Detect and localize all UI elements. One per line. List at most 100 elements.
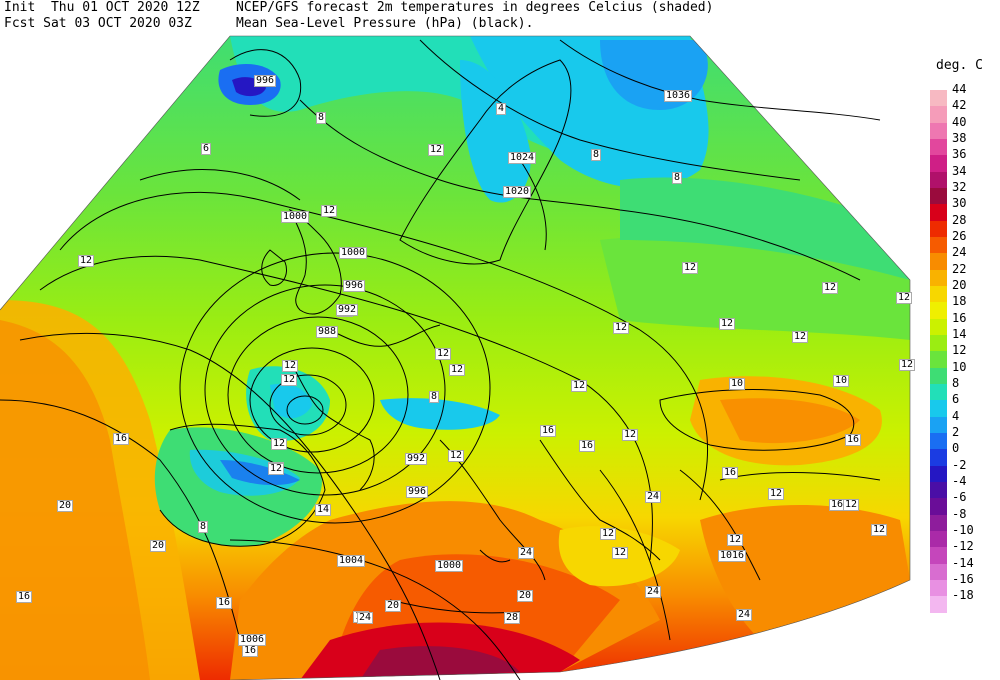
colorbar-step: 38 — [930, 131, 990, 156]
pressure-isobar-label: 988 — [316, 326, 339, 338]
pressure-isobar-label: 1036 — [664, 90, 693, 102]
temperature-contour-label: 10 — [833, 375, 850, 387]
colorbar-swatch — [930, 302, 947, 319]
pressure-isobar-label: 1024 — [508, 152, 537, 164]
colorbar-step: 30 — [930, 196, 990, 221]
colorbar-step: 28 — [930, 213, 990, 237]
pressure-isobar-label: 992 — [405, 453, 428, 465]
temperature-contour-label: 16 — [16, 591, 33, 603]
temperature-contour-label: 28 — [504, 612, 521, 624]
temperature-contour-label: 16 — [845, 434, 862, 446]
colorbar-step: -14 — [930, 556, 990, 580]
temperature-contour-label: 24 — [645, 586, 662, 598]
temperature-contour-label: 12 — [843, 499, 860, 511]
temperature-contour-label: 8 — [429, 391, 440, 403]
colorbar-step: -12 — [930, 539, 990, 564]
colorbar-swatch — [930, 449, 947, 466]
init-time: Init Thu 01 OCT 2020 12Z — [4, 0, 200, 15]
temperature-field — [0, 36, 910, 680]
pressure-isobar-label: 996 — [254, 75, 277, 87]
colorbar-label: 44 — [952, 82, 967, 96]
pressure-isobar-label: 992 — [336, 304, 359, 316]
colorbar-label: 32 — [952, 179, 967, 194]
colorbar-swatch — [930, 547, 947, 564]
colorbar-label: -18 — [952, 588, 974, 603]
temperature-contour-label: 20 — [517, 590, 534, 602]
colorbar-label: 14 — [952, 326, 967, 341]
temperature-contour-label: 14 — [315, 504, 332, 516]
temperature-contour-label: 8 — [198, 521, 209, 533]
colorbar-step: -4 — [930, 474, 990, 499]
colorbar-swatch — [930, 465, 947, 482]
temperature-contour-label: 12 — [822, 282, 839, 294]
temperature-contour-label: 12 — [727, 534, 744, 546]
temperature-contour-label: 16 — [579, 440, 596, 452]
forecast-time: Fcst Sat 03 OCT 2020 03Z — [4, 16, 192, 31]
colorbar-step: 2 — [930, 425, 990, 450]
colorbar-label: 22 — [952, 261, 967, 276]
temperature-contour-label: 12 — [281, 374, 298, 386]
colorbar-swatch — [930, 416, 947, 433]
colorbar-label: 12 — [952, 343, 967, 358]
temperature-colorbar: 44 42 40 38 36 34 32 30 28 26 24 22 20 18 16 14 12 10 8 6 4 2… — [930, 82, 990, 613]
colorbar-label: 0 — [952, 441, 960, 456]
colorbar-swatch — [930, 171, 947, 188]
colorbar-label: 24 — [952, 245, 967, 260]
colorbar-label: 40 — [952, 114, 967, 129]
map-subtitle: Mean Sea-Level Pressure (hPa) (black). — [236, 16, 534, 31]
temperature-contour-label: 12 — [896, 292, 913, 304]
colorbar-step: 4 — [930, 409, 990, 433]
colorbar-unit: deg. C — [936, 58, 983, 73]
colorbar-label: -6 — [952, 490, 967, 505]
temperature-contour-label: 12 — [571, 380, 588, 392]
colorbar-step: -6 — [930, 490, 990, 515]
temperature-contour-label: 12 — [622, 429, 639, 441]
colorbar-step: 14 — [930, 327, 990, 352]
colorbar-swatch — [930, 122, 947, 139]
colorbar-label: 38 — [952, 130, 967, 145]
temperature-contour-label: 12 — [428, 144, 445, 156]
colorbar-label: 20 — [952, 277, 967, 292]
temperature-contour-label: 16 — [722, 467, 739, 479]
colorbar-step: 32 — [930, 180, 990, 205]
temperature-contour-label: 8 — [591, 149, 602, 161]
temperature-contour-label: 10 — [729, 378, 746, 390]
colorbar-label: 34 — [952, 163, 967, 178]
colorbar-swatch — [930, 400, 947, 417]
temperature-contour-label: 12 — [78, 255, 95, 267]
colorbar-swatch — [930, 106, 947, 123]
temperature-contour-label: 16 — [242, 645, 259, 657]
colorbar-swatch — [930, 204, 947, 221]
temperature-contour-label: 12 — [321, 205, 338, 217]
colorbar-step: 20 — [930, 278, 990, 303]
pressure-isobar-label: 1020 — [503, 186, 532, 198]
temperature-contour-label: 20 — [150, 540, 167, 552]
colorbar-step: 16 — [930, 311, 990, 335]
colorbar-swatch — [930, 432, 947, 450]
colorbar-label: 6 — [952, 392, 960, 407]
colorbar-step: 34 — [930, 164, 990, 188]
temperature-contour-label: 12 — [613, 322, 630, 334]
colorbar-step: 8 — [930, 376, 990, 401]
temperature-contour-label: 12 — [682, 262, 699, 274]
colorbar-swatch — [930, 579, 947, 597]
pressure-isobar-label: 1000 — [435, 560, 464, 572]
colorbar-label: 4 — [952, 408, 960, 423]
colorbar-step: -16 — [930, 572, 990, 597]
colorbar-step: -8 — [930, 507, 990, 531]
temperature-contour-label: 24 — [357, 612, 374, 624]
temperature-contour-label: 12 — [271, 438, 288, 450]
colorbar-step: 26 — [930, 229, 990, 254]
colorbar-label: 28 — [952, 212, 967, 227]
temperature-contour-label: 20 — [385, 600, 402, 612]
colorbar-step: 40 — [930, 115, 990, 139]
temperature-contour-label: 20 — [57, 500, 74, 512]
colorbar-swatch — [930, 498, 947, 515]
colorbar-label: -16 — [952, 571, 974, 586]
colorbar-label: -2 — [952, 457, 967, 472]
temperature-contour-label: 4 — [496, 103, 507, 115]
colorbar-swatch — [930, 269, 947, 286]
colorbar-label: -14 — [952, 555, 974, 570]
temperature-contour-label: 16 — [113, 433, 130, 445]
